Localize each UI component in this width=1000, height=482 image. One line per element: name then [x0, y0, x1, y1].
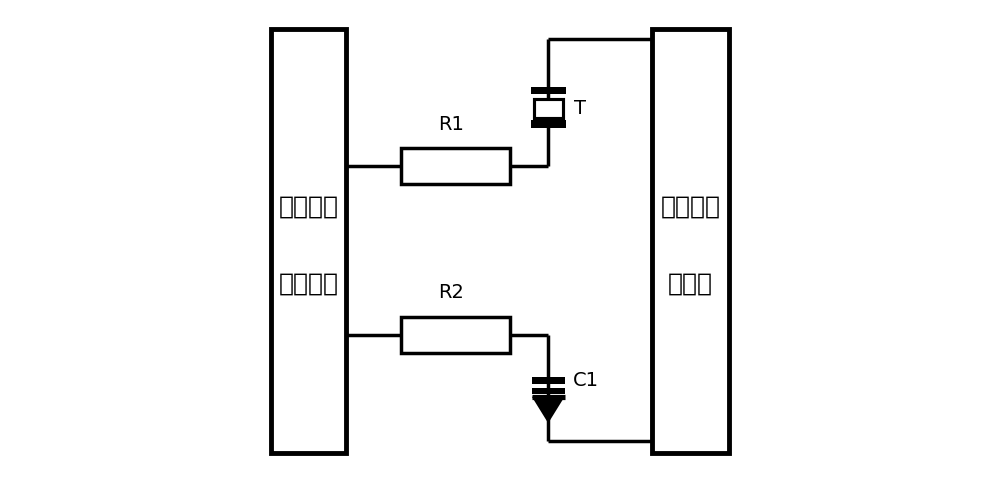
- Bar: [652, 29, 729, 453]
- Bar: [532, 377, 565, 384]
- Text: C1: C1: [573, 371, 599, 390]
- Bar: [534, 99, 563, 118]
- Bar: [531, 120, 566, 128]
- Text: R1: R1: [438, 115, 464, 134]
- Text: R2: R2: [438, 283, 464, 303]
- Bar: [401, 317, 510, 353]
- Bar: [271, 29, 346, 453]
- Polygon shape: [532, 397, 565, 423]
- Text: 补偿网络: 补偿网络: [278, 271, 338, 295]
- Text: 压控晶体: 压控晶体: [660, 195, 720, 219]
- Text: 振荡器: 振荡器: [668, 271, 713, 295]
- Text: T: T: [574, 99, 586, 118]
- Text: 热敏电阻: 热敏电阻: [278, 195, 338, 219]
- Bar: [531, 87, 566, 94]
- Bar: [401, 148, 510, 184]
- Bar: [532, 388, 565, 394]
